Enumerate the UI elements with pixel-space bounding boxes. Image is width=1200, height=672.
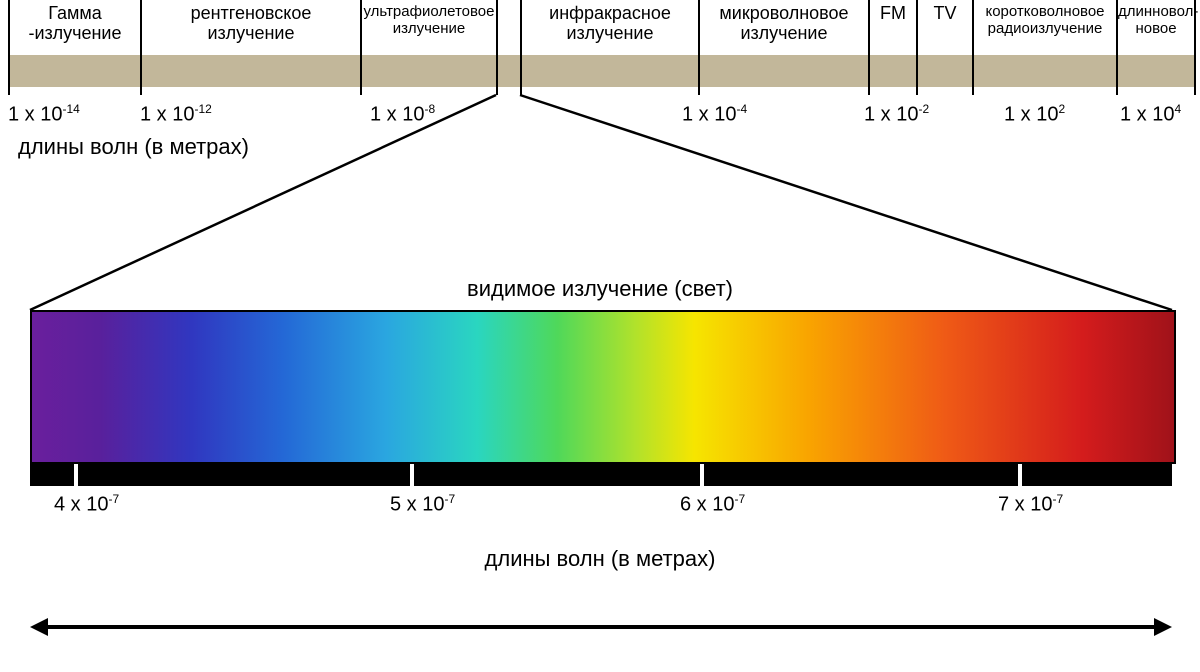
visible-spectrum-gradient [30, 310, 1176, 464]
wavelength-value: 1 x 10-14 [8, 102, 80, 127]
top-axis-label: длины волн (в метрах) [18, 134, 249, 160]
spectrum-tick [410, 464, 414, 486]
wavelength-value: 1 x 10-8 [370, 102, 435, 127]
em-region: рентгеновскоеизлучение [140, 0, 360, 95]
em-region: инфракрасноеизлучение [520, 0, 698, 95]
visible-wavelength-value: 7 x 10-7 [998, 492, 1063, 517]
bottom-axis-label: длины волн (в метрах) [0, 546, 1200, 572]
wavelength-value: 1 x 10-2 [864, 102, 929, 127]
double-arrow-icon [30, 612, 1172, 642]
visible-wavelength-value: 6 x 10-7 [680, 492, 745, 517]
wavelength-value: 1 x 10-12 [140, 102, 212, 127]
visible-wavelength-value: 5 x 10-7 [390, 492, 455, 517]
visible-spectrum-scale [30, 464, 1172, 486]
em-region: TV [916, 0, 972, 95]
em-region: микроволновоеизлучение [698, 0, 868, 95]
em-region: Гамма-излучение [8, 0, 140, 95]
wavelength-value: 1 x 10-4 [682, 102, 747, 127]
spectrum-tick [700, 464, 704, 486]
em-region: коротковолновоерадиоизлучение [972, 0, 1116, 95]
visible-wavelength-value: 4 x 10-7 [54, 492, 119, 517]
wavelength-value: 1 x 102 [1004, 102, 1065, 127]
spectrum-tick [74, 464, 78, 486]
visible-spectrum [30, 310, 1172, 486]
em-region [496, 0, 520, 95]
spectrum-tick [1018, 464, 1022, 486]
wavelength-value: 1 x 104 [1120, 102, 1181, 127]
em-region: длинновол-новое [1116, 0, 1194, 95]
em-region: FM [868, 0, 916, 95]
em-region: ультрафиолетовоеизлучение [360, 0, 496, 95]
em-spectrum-diagram: Гамма-излучениерентгеновскоеизлучениеуль… [0, 0, 1200, 672]
visible-spectrum-caption: видимое излучение (свет) [0, 276, 1200, 302]
